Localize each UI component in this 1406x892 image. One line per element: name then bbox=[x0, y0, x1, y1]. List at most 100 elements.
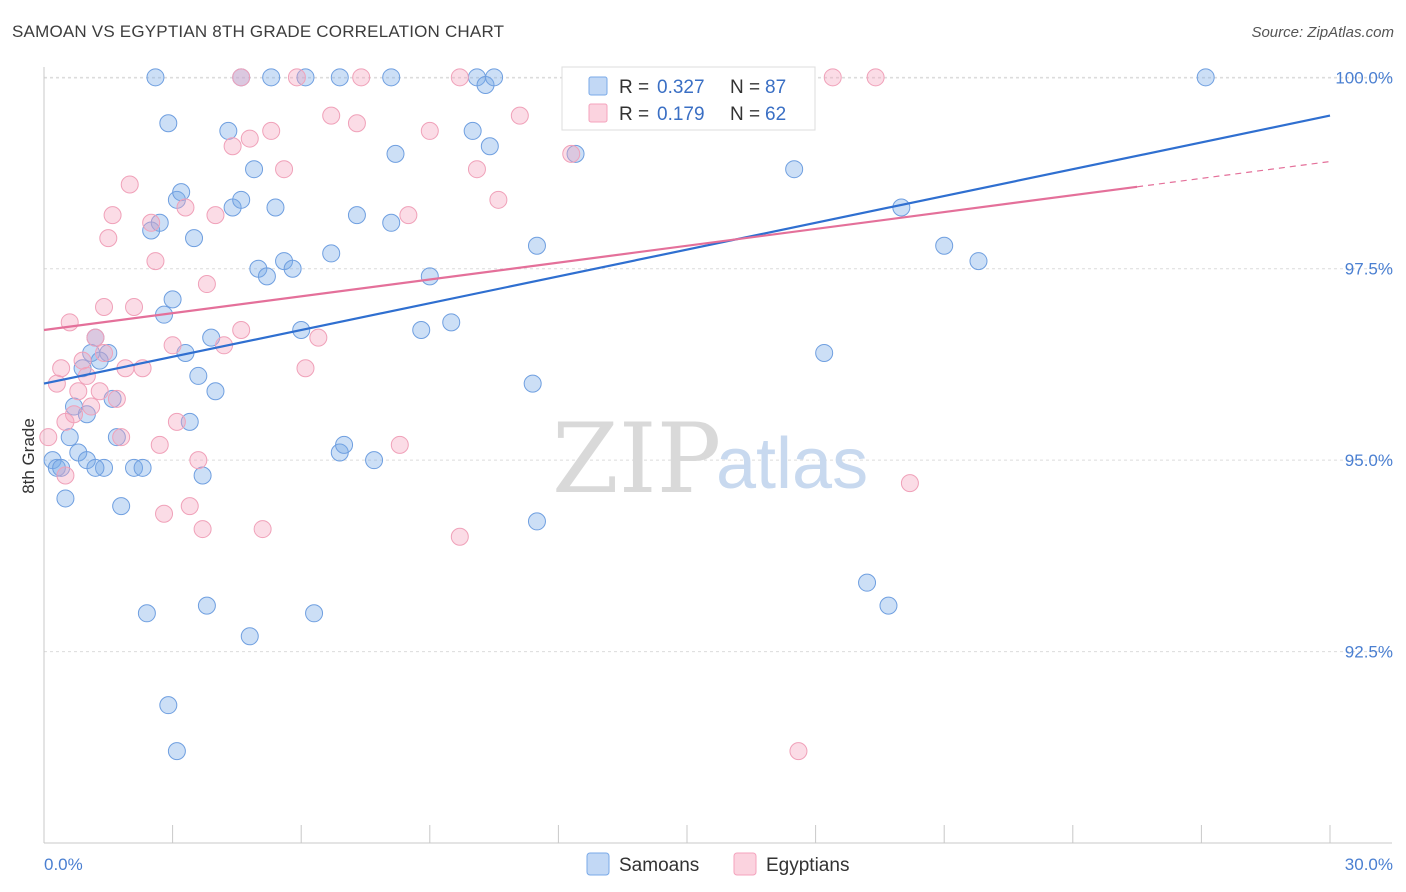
axes bbox=[43, 67, 1392, 844]
stats-legend: R = 0.327 N = 87 R = 0.179 N = 62 bbox=[561, 66, 816, 131]
y-axis-title: 8th Grade bbox=[19, 418, 38, 494]
point-samoans bbox=[133, 458, 152, 477]
point-egyptians bbox=[73, 351, 92, 370]
point-samoans bbox=[1196, 68, 1215, 87]
point-egyptians bbox=[823, 68, 842, 87]
point-egyptians bbox=[82, 397, 101, 416]
point-egyptians bbox=[125, 298, 144, 317]
point-samoans bbox=[86, 458, 105, 477]
point-egyptians bbox=[275, 160, 294, 179]
point-egyptians bbox=[253, 520, 272, 539]
point-samoans bbox=[137, 604, 156, 623]
point-egyptians bbox=[90, 382, 109, 401]
series-legend-swatch-samoans bbox=[586, 852, 610, 876]
point-egyptians bbox=[390, 435, 409, 454]
point-egyptians bbox=[56, 412, 75, 431]
point-samoans bbox=[193, 466, 212, 485]
point-samoans bbox=[159, 696, 178, 715]
point-samoans bbox=[386, 144, 405, 163]
point-samoans bbox=[232, 190, 251, 209]
source-label: Source: ZipAtlas.com bbox=[1251, 24, 1394, 41]
point-samoans bbox=[463, 121, 482, 140]
point-egyptians bbox=[47, 374, 66, 393]
point-egyptians bbox=[223, 137, 242, 156]
point-egyptians bbox=[120, 175, 139, 194]
point-egyptians bbox=[206, 206, 225, 225]
point-egyptians bbox=[142, 213, 161, 232]
point-egyptians bbox=[107, 389, 126, 408]
point-egyptians bbox=[352, 68, 371, 87]
legend-swatch-samoans bbox=[588, 76, 608, 96]
point-egyptians bbox=[262, 121, 281, 140]
point-egyptians bbox=[322, 106, 341, 125]
point-samoans bbox=[527, 236, 546, 255]
point-egyptians bbox=[287, 68, 306, 87]
legend-r-samoans: 0.327 bbox=[657, 77, 705, 98]
y-tick-label: 100.0% bbox=[1335, 68, 1393, 87]
point-samoans bbox=[420, 267, 439, 286]
point-egyptians bbox=[189, 451, 208, 470]
point-egyptians bbox=[99, 229, 118, 248]
point-egyptians bbox=[180, 497, 199, 516]
point-samoans bbox=[60, 428, 79, 447]
point-egyptians bbox=[347, 114, 366, 133]
point-egyptians bbox=[150, 435, 169, 454]
watermark-zip: ZIP bbox=[552, 403, 721, 515]
point-egyptians bbox=[69, 382, 88, 401]
point-samoans bbox=[163, 290, 182, 309]
point-egyptians bbox=[240, 129, 259, 148]
point-samoans bbox=[206, 382, 225, 401]
point-samoans bbox=[56, 489, 75, 508]
point-samoans bbox=[257, 267, 276, 286]
point-samoans bbox=[480, 137, 499, 156]
point-samoans bbox=[523, 374, 542, 393]
point-samoans bbox=[240, 627, 259, 646]
point-samoans bbox=[527, 512, 546, 531]
legend-n-egyptians: 62 bbox=[765, 104, 786, 125]
legend-n-label-samoans: N = bbox=[730, 77, 760, 98]
y-tick-label: 92.5% bbox=[1345, 643, 1393, 662]
series-legend-label-samoans: Samoans bbox=[619, 855, 699, 876]
trend-line-samoans bbox=[43, 114, 1331, 385]
point-egyptians bbox=[52, 359, 71, 378]
legend-r-label-egyptians: R = bbox=[619, 104, 649, 125]
trend-line-extension-egyptians bbox=[1137, 160, 1331, 188]
chart-title: SAMOAN VS EGYPTIAN 8TH GRADE CORRELATION… bbox=[12, 22, 505, 41]
point-egyptians bbox=[163, 336, 182, 355]
point-samoans bbox=[112, 497, 131, 516]
point-egyptians bbox=[450, 527, 469, 546]
point-samoans bbox=[442, 313, 461, 332]
point-samoans bbox=[305, 604, 324, 623]
point-samoans bbox=[219, 121, 238, 140]
legend-r-label-samoans: R = bbox=[619, 77, 649, 98]
point-samoans bbox=[322, 244, 341, 263]
point-egyptians bbox=[197, 275, 216, 294]
y-tick-label: 95.0% bbox=[1345, 451, 1393, 470]
point-egyptians bbox=[296, 359, 315, 378]
point-egyptians bbox=[450, 68, 469, 87]
point-samoans bbox=[266, 198, 285, 217]
point-egyptians bbox=[39, 428, 58, 447]
point-egyptians bbox=[510, 106, 529, 125]
point-samoans bbox=[185, 229, 204, 248]
point-samoans bbox=[365, 451, 384, 470]
point-samoans bbox=[146, 68, 165, 87]
point-samoans bbox=[969, 252, 988, 271]
point-egyptians bbox=[489, 190, 508, 209]
point-egyptians bbox=[900, 474, 919, 493]
legend-n-samoans: 87 bbox=[765, 77, 786, 98]
legend-n-label-egyptians: N = bbox=[730, 104, 760, 125]
x-tick-label-min: 0.0% bbox=[44, 855, 83, 874]
point-samoans bbox=[566, 144, 585, 163]
point-egyptians bbox=[176, 198, 195, 217]
point-egyptians bbox=[467, 160, 486, 179]
point-samoans bbox=[347, 206, 366, 225]
point-samoans bbox=[892, 198, 911, 217]
point-samoans bbox=[172, 183, 191, 202]
point-egyptians bbox=[232, 320, 251, 339]
point-egyptians bbox=[95, 298, 114, 317]
legend-swatch-egyptians bbox=[588, 103, 608, 123]
point-egyptians bbox=[193, 520, 212, 539]
point-samoans bbox=[879, 596, 898, 615]
